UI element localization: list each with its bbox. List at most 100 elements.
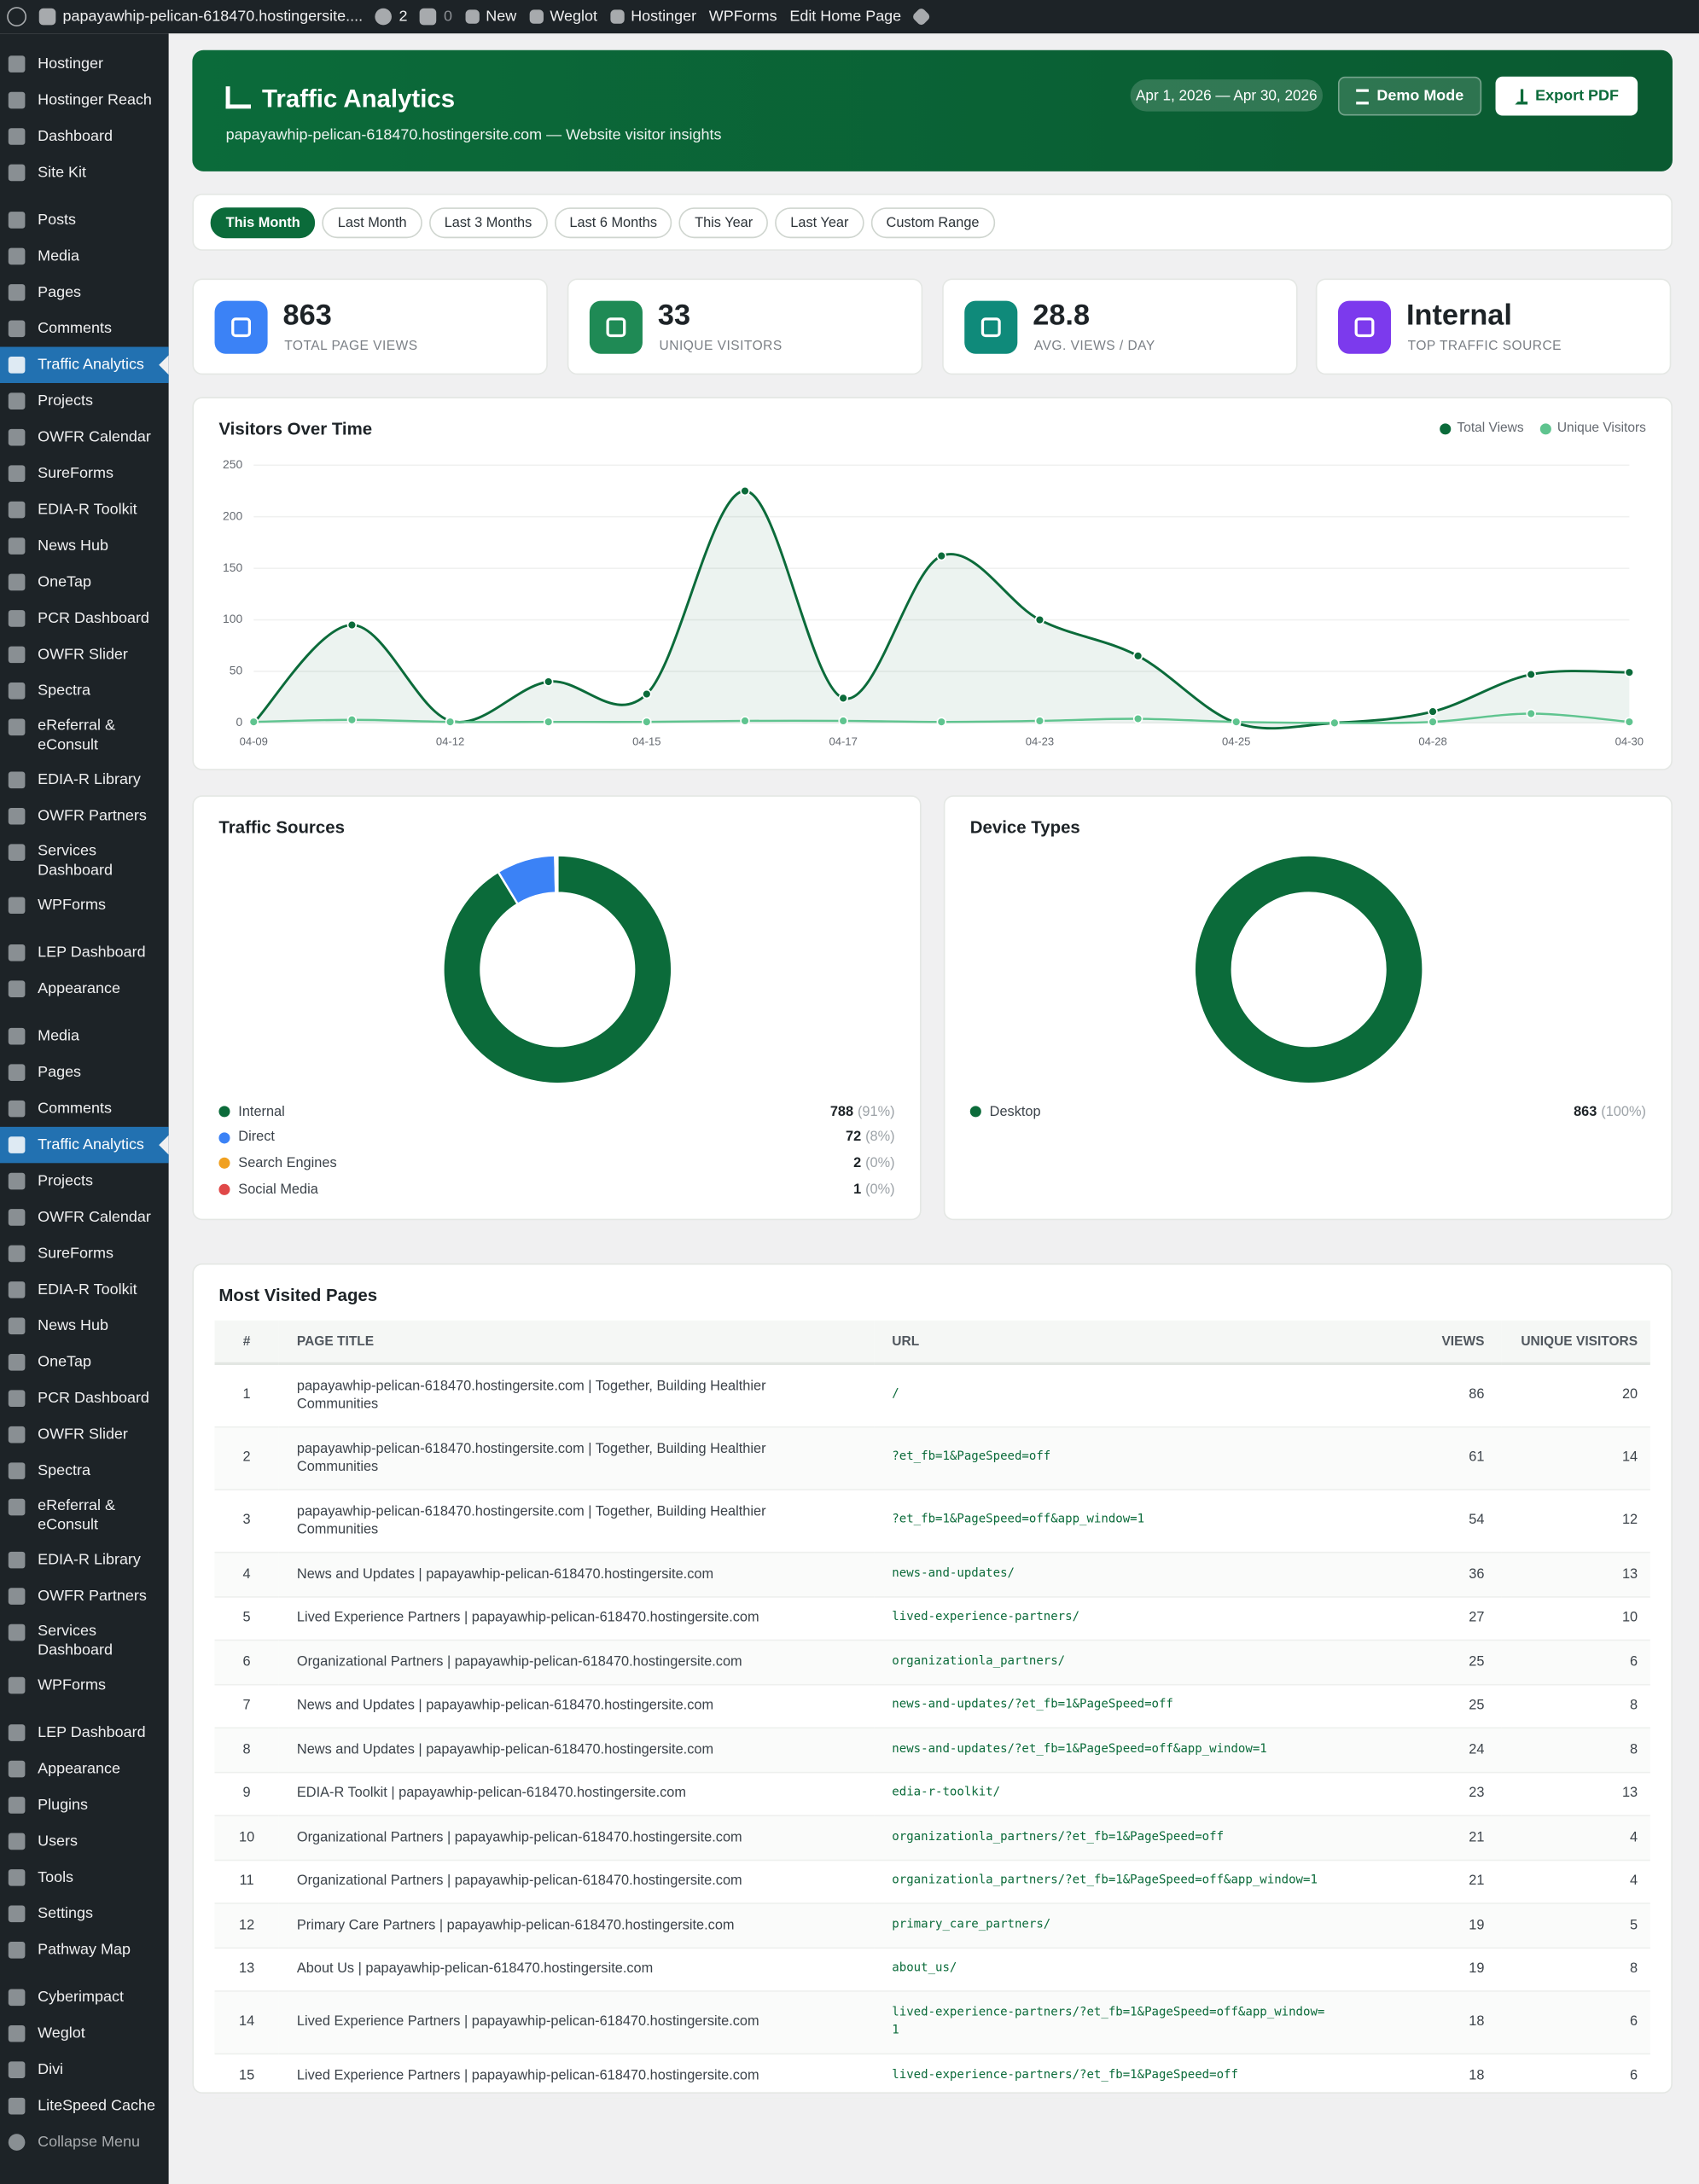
page-url[interactable]: organizationla_partners/?et_fb=1&PageSpe… <box>874 1859 1380 1904</box>
divi-icon[interactable] <box>911 7 931 27</box>
filter-pill[interactable]: This Year <box>679 207 769 239</box>
page-url[interactable]: about_us/ <box>874 1947 1380 1992</box>
page-url[interactable]: edia-r-toolkit/ <box>874 1771 1380 1817</box>
comments-link[interactable]: 0 <box>420 8 452 26</box>
demo-mode-button[interactable]: Demo Mode <box>1337 76 1482 116</box>
legend-row[interactable]: Desktop 863 (100%) <box>969 1099 1646 1124</box>
menu-item[interactable]: OWFR Partners <box>0 1578 169 1614</box>
admin-bar-item[interactable]: WPForms <box>709 9 777 26</box>
menu-item[interactable]: News Hub <box>0 1308 169 1344</box>
menu-item[interactable]: Posts <box>0 202 169 238</box>
menu-item[interactable]: News Hub <box>0 528 169 564</box>
menu-item[interactable]: PCR Dashboard <box>0 1380 169 1416</box>
donut-chart <box>442 854 673 1085</box>
page-url[interactable]: news-and-updates/?et_fb=1&PageSpeed=off&… <box>874 1728 1380 1773</box>
menu-item[interactable]: PCR Dashboard <box>0 601 169 636</box>
menu-item[interactable]: Media <box>0 1019 169 1054</box>
menu-item[interactable]: Tools <box>0 1860 169 1896</box>
menu-item[interactable]: eReferral & eConsult <box>0 1489 169 1542</box>
menu-item[interactable]: Hostinger <box>0 46 169 82</box>
menu-item[interactable]: OneTap <box>0 1345 169 1380</box>
menu-item[interactable]: Spectra <box>0 1453 169 1489</box>
menu-item[interactable]: OWFR Slider <box>0 1416 169 1452</box>
page-url[interactable]: news-and-updates/ <box>874 1552 1380 1597</box>
date-range[interactable]: Apr 1, 2026 — Apr 30, 2026 <box>1130 79 1324 112</box>
legend-row[interactable]: Search Engines 2 (0%) <box>218 1151 895 1176</box>
menu-item[interactable]: SureForms <box>0 1235 169 1271</box>
menu-item[interactable]: Dashboard <box>0 119 169 154</box>
legend-item[interactable]: Unique Visitors <box>1540 421 1646 436</box>
menu-item[interactable]: OWFR Calendar <box>0 419 169 455</box>
menu-item[interactable]: Pathway Map <box>0 1932 169 1968</box>
legend-item[interactable]: Total Views <box>1440 421 1524 436</box>
admin-bar-item[interactable]: Weglot <box>528 9 597 25</box>
export-pdf-button[interactable]: Export PDF <box>1495 76 1638 116</box>
menu-item[interactable]: Services Dashboard <box>0 1614 169 1667</box>
menu-item[interactable]: Services Dashboard <box>0 834 169 887</box>
wp-logo[interactable] <box>7 7 27 27</box>
menu-item[interactable]: Comments <box>0 311 169 346</box>
page-url[interactable]: lived-experience-partners/?et_fb=1&PageS… <box>874 1990 1380 2055</box>
menu-item[interactable]: OWFR Slider <box>0 636 169 672</box>
menu-item[interactable]: OneTap <box>0 564 169 600</box>
menu-item[interactable]: WPForms <box>0 1667 169 1703</box>
filter-pill[interactable]: Last 6 Months <box>554 207 672 239</box>
page-url[interactable]: organizationla_partners/?et_fb=1&PageSpe… <box>874 1815 1380 1861</box>
legend-row[interactable]: Direct 72 (8%) <box>218 1125 895 1150</box>
menu-item[interactable]: Weglot <box>0 2016 169 2052</box>
menu-item[interactable]: EDIA-R Library <box>0 762 169 798</box>
menu-item[interactable]: OWFR Partners <box>0 799 169 834</box>
menu-item[interactable]: Divi <box>0 2052 169 2088</box>
menu-item[interactable]: LEP Dashboard <box>0 1715 169 1751</box>
menu-item[interactable]: Projects <box>0 1163 169 1199</box>
menu-item[interactable]: Pages <box>0 275 169 311</box>
menu-item[interactable]: Cyberimpact <box>0 1979 169 2015</box>
admin-bar-item[interactable]: New <box>464 9 516 25</box>
menu-item[interactable]: Media <box>0 238 169 274</box>
filter-pill[interactable]: This Month <box>210 207 316 239</box>
menu-item[interactable]: OWFR Calendar <box>0 1199 169 1235</box>
menu-item[interactable]: Projects <box>0 383 169 419</box>
page-url[interactable]: / <box>874 1363 1380 1428</box>
menu-item[interactable]: Appearance <box>0 1751 169 1786</box>
menu-item[interactable]: Pages <box>0 1054 169 1090</box>
menu-item[interactable]: Appearance <box>0 971 169 1007</box>
menu-item[interactable]: EDIA-R Toolkit <box>0 491 169 527</box>
menu-item[interactable]: SureForms <box>0 456 169 491</box>
filter-pill[interactable]: Last Year <box>775 207 864 239</box>
menu-item[interactable]: eReferral & eConsult <box>0 709 169 762</box>
filter-pill[interactable]: Last Month <box>322 207 422 239</box>
menu-item[interactable]: WPForms <box>0 887 169 923</box>
page-url[interactable]: news-and-updates/?et_fb=1&PageSpeed=off <box>874 1683 1380 1729</box>
page-url[interactable]: ?et_fb=1&PageSpeed=off&app_window=1 <box>874 1490 1380 1554</box>
filter-pill[interactable]: Custom Range <box>870 207 995 239</box>
admin-bar-item[interactable]: Edit Home Page <box>789 9 901 26</box>
views: 54 <box>1379 1490 1502 1554</box>
menu-item[interactable]: Spectra <box>0 673 169 709</box>
menu-item[interactable]: LEP Dashboard <box>0 935 169 971</box>
filter-pill[interactable]: Last 3 Months <box>428 207 548 239</box>
menu-item[interactable]: Traffic Analytics <box>0 346 169 383</box>
page-url[interactable]: lived-experience-partners/?et_fb=1&PageS… <box>874 2053 1380 2099</box>
menu-item[interactable]: Traffic Analytics <box>0 1126 169 1164</box>
legend-row[interactable]: Social Media 1 (0%) <box>218 1177 895 1202</box>
page-url[interactable]: organizationla_partners/ <box>874 1640 1380 1685</box>
menu-item[interactable]: EDIA-R Toolkit <box>0 1272 169 1308</box>
menu-item[interactable]: Settings <box>0 1896 169 1931</box>
menu-item[interactable]: EDIA-R Library <box>0 1542 169 1577</box>
menu-label: Comments <box>38 320 112 338</box>
admin-bar-item[interactable]: Hostinger <box>609 9 696 25</box>
site-link[interactable]: papayawhip-pelican-618470.hostingersite.… <box>38 8 363 26</box>
menu-item[interactable]: LiteSpeed Cache <box>0 2088 169 2123</box>
page-url[interactable]: primary_care_partners/ <box>874 1903 1380 1949</box>
menu-item[interactable]: Hostinger Reach <box>0 82 169 118</box>
page-url[interactable]: lived-experience-partners/ <box>874 1596 1380 1641</box>
menu-item[interactable]: Comments <box>0 1090 169 1126</box>
updates-link[interactable]: 2 <box>375 8 408 26</box>
collapse-menu[interactable]: Collapse Menu <box>0 2124 169 2160</box>
menu-item[interactable]: Users <box>0 1823 169 1859</box>
menu-item[interactable]: Site Kit <box>0 154 169 190</box>
page-url[interactable]: ?et_fb=1&PageSpeed=off <box>874 1426 1380 1490</box>
legend-row[interactable]: Internal 788 (91%) <box>218 1099 895 1124</box>
menu-item[interactable]: Plugins <box>0 1787 169 1823</box>
